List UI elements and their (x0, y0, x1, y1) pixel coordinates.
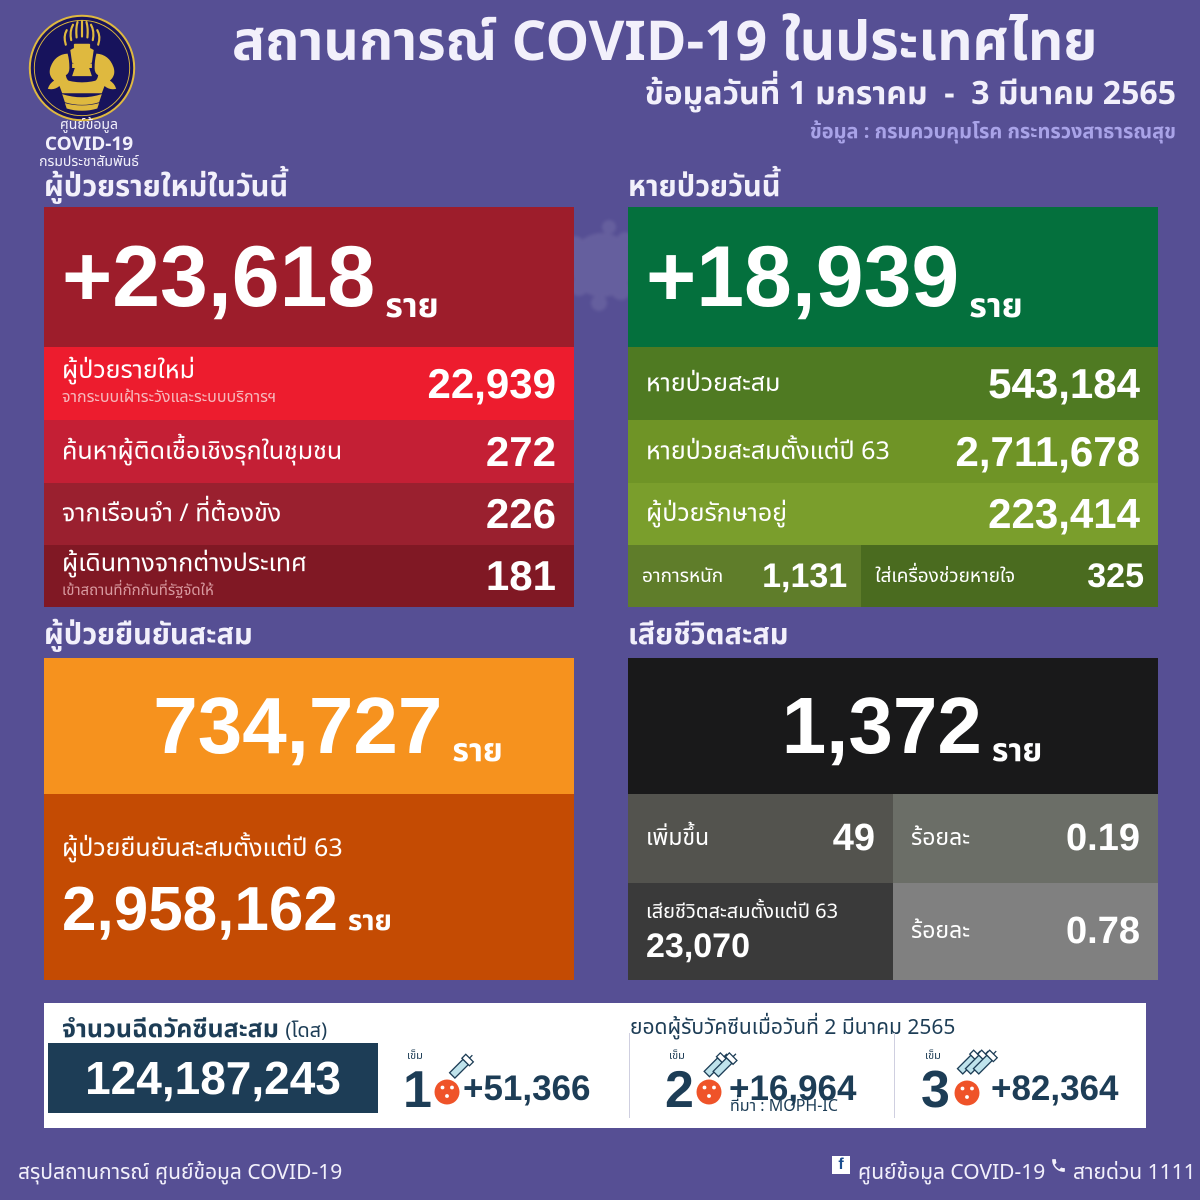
svg-text:2: 2 (665, 1061, 694, 1119)
svg-text:3: 3 (921, 1061, 950, 1119)
svg-text:+82,364: +82,364 (991, 1069, 1119, 1108)
svg-text:+51,366: +51,366 (463, 1069, 591, 1108)
svg-text:+16,964: +16,964 (729, 1069, 857, 1108)
svg-text:1: 1 (403, 1061, 432, 1119)
